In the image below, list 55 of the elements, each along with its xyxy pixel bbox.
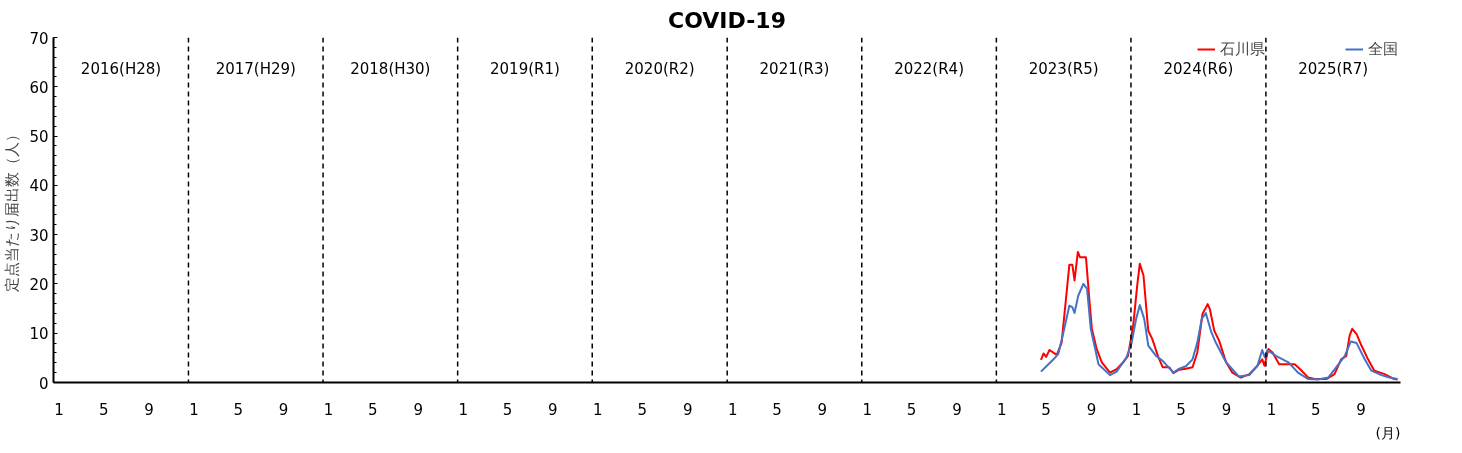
y-tick-label: 70 [29,29,49,48]
x-tick-label: 5 [1176,400,1186,419]
x-tick-label: 9 [1356,400,1366,419]
x-tick-label: 1 [997,400,1007,419]
x-tick-label: 5 [368,400,378,419]
x-tick-label: 9 [1086,400,1097,419]
x-tick-label: 1 [189,400,199,419]
y-axis-title: 定点当たり届出数（人） [3,127,22,293]
x-tick-label: 5 [233,400,244,419]
annotation: 2024(R6) [1163,59,1234,78]
annotation: 2025(R7) [1298,59,1369,78]
x-tick-label: 9 [952,400,962,419]
x-tick-label: 9 [548,400,558,419]
x-tick-label: 9 [144,400,154,419]
y-tick-label: 30 [29,226,49,245]
x-tick-label: 1 [727,400,738,419]
chart-title: COVID-19 [668,7,786,33]
annotation: 2021(R3) [759,59,830,78]
annotation: 2020(R2) [624,59,695,78]
x-tick-label: 5 [1310,400,1321,419]
y-tick-label: 0 [38,374,49,393]
y-tick-label: 10 [29,325,49,344]
x-tick-label: 1 [54,400,64,419]
x-tick-label: 9 [413,400,423,419]
x-tick-label: 1 [592,400,603,419]
legend-label: 石川県 [1220,39,1265,59]
annotation: 2023(R5) [1028,59,1099,78]
x-tick-label: 9 [817,400,828,419]
x-tick-label: 1 [862,400,873,419]
legend-label: 全国 [1368,39,1398,59]
x-tick-label: 5 [637,400,648,419]
x-tick-label: 9 [682,400,693,419]
line-series [1039,282,1399,381]
annotation: 2022(R4) [894,59,964,78]
annotation: 2016(H28) [80,59,162,78]
x-tick-label: 1 [1131,400,1142,419]
x-tick-label: 9 [278,400,289,419]
x-tick-label: 5 [502,400,513,419]
x-tick-label: 9 [1221,400,1232,419]
x-tick-label: 1 [1266,400,1277,419]
x-tick-label: 5 [906,400,917,419]
x-tick-label: 1 [323,400,334,419]
x-tick-label: 5 [1041,400,1051,419]
annotation: 2018(H30) [350,59,431,78]
y-tick-label: 50 [29,128,49,147]
annotation: 2017(H29) [215,59,296,78]
x-axis-title: (月) [1375,424,1401,441]
annotation: 2019(R1) [490,59,560,78]
line-series [1039,250,1399,381]
y-tick-label: 60 [29,78,49,97]
y-tick-label: 20 [29,275,49,294]
x-tick-label: 1 [458,400,468,419]
y-tick-label: 40 [29,177,49,196]
x-tick-label: 5 [98,400,109,419]
x-tick-label: 5 [772,400,782,419]
